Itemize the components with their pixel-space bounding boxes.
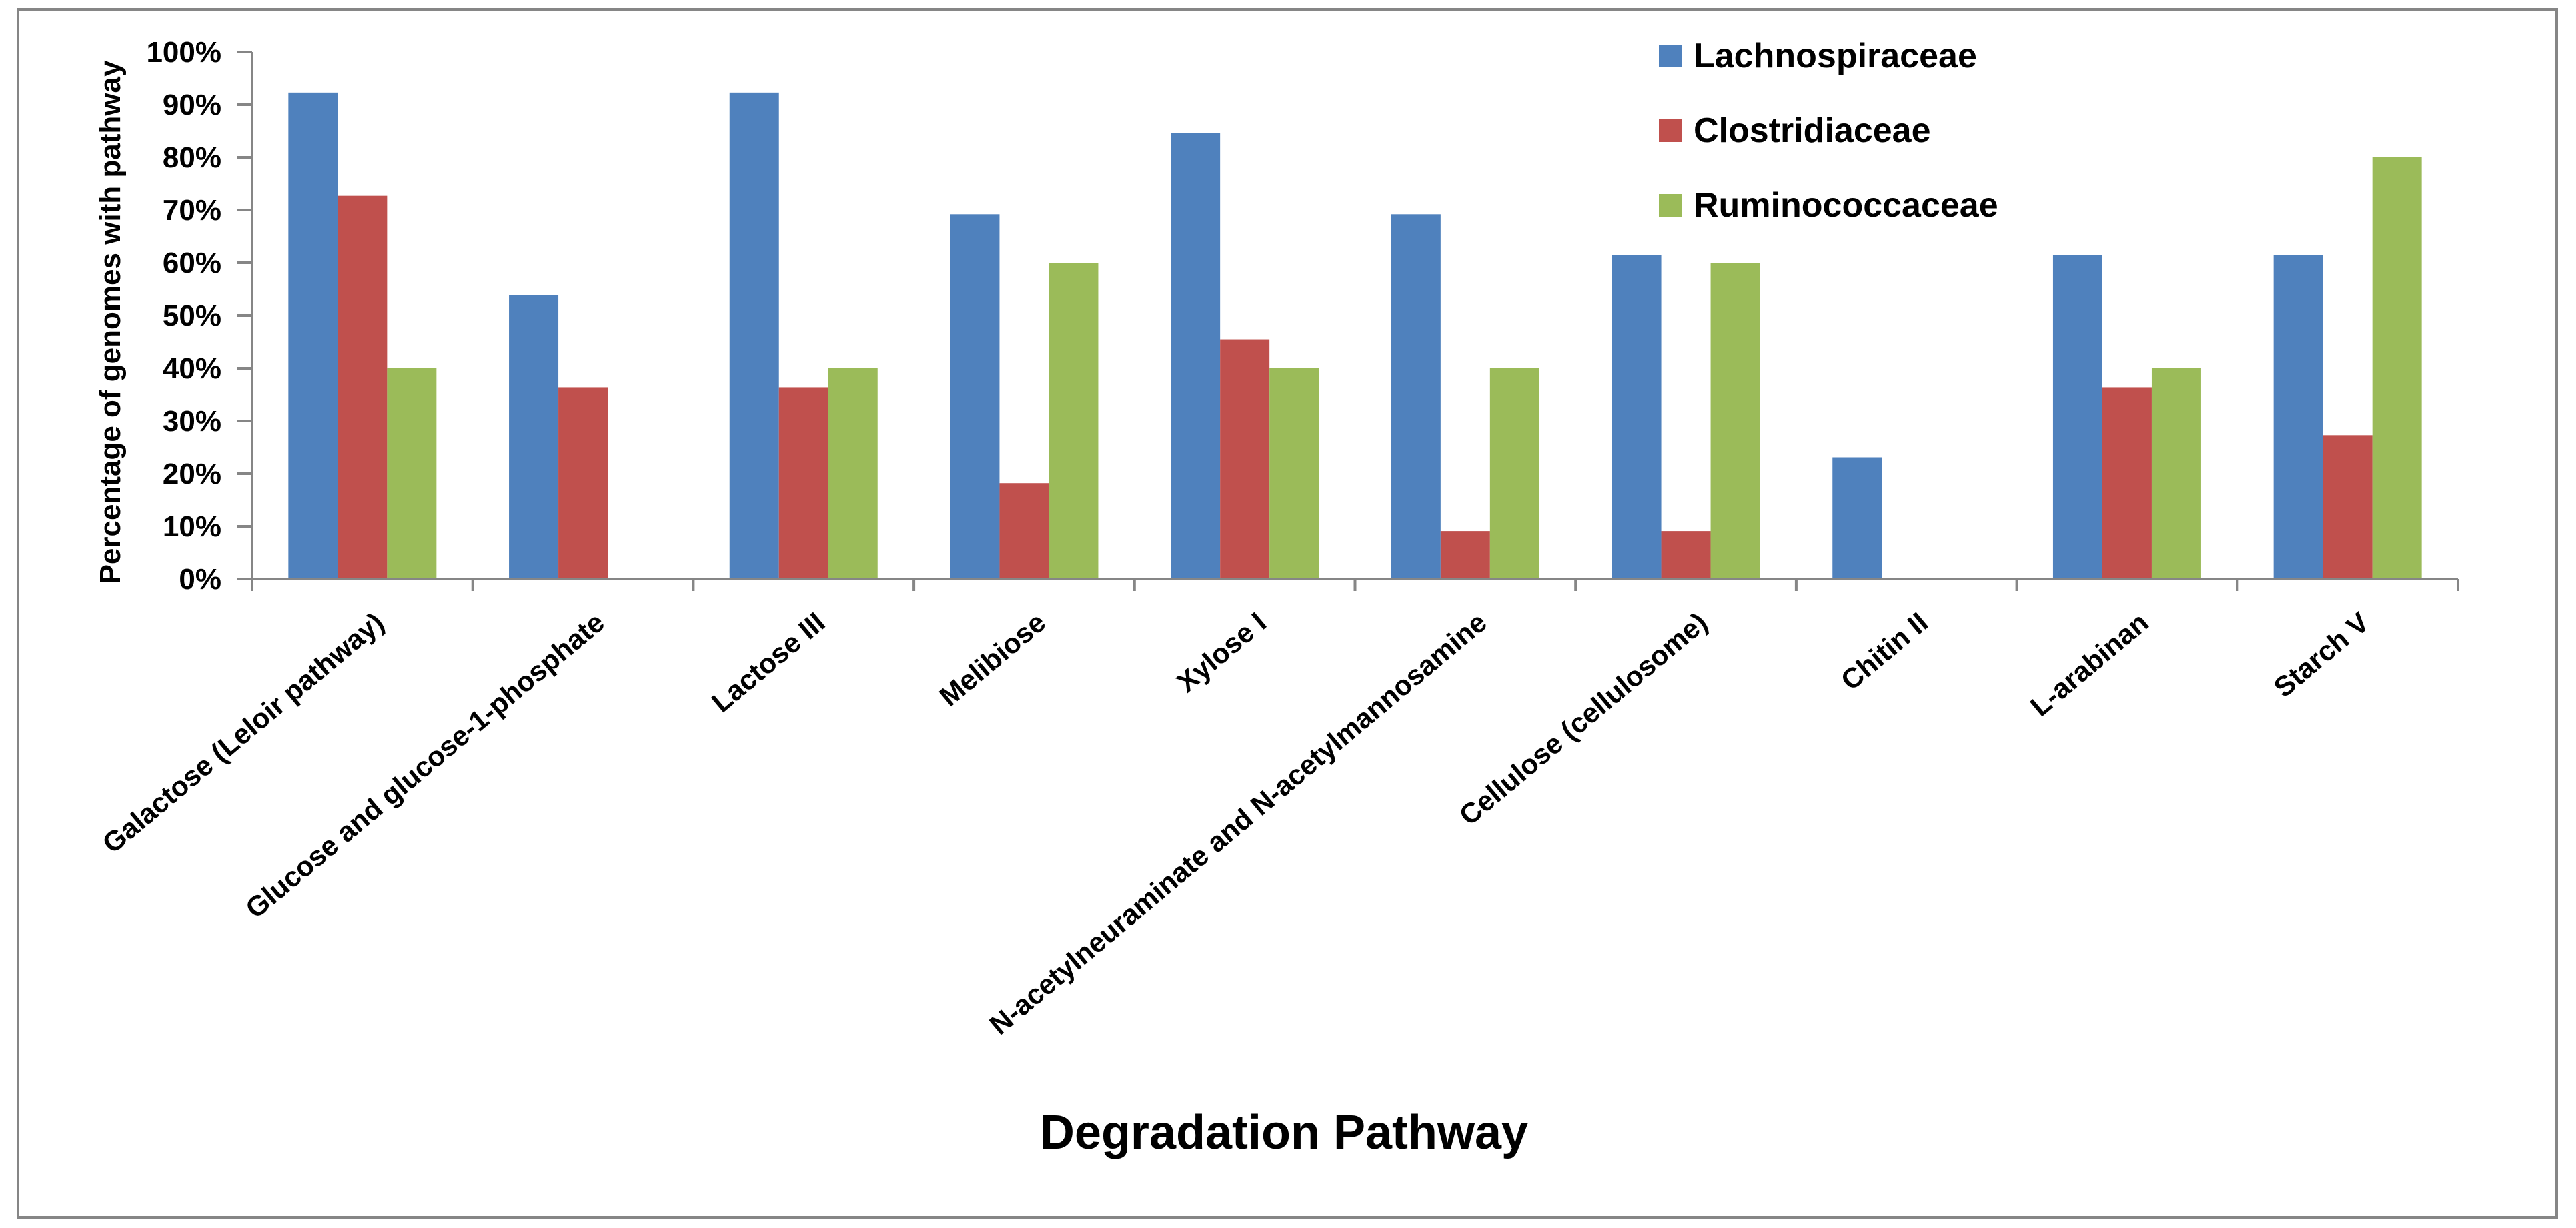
y-tick-label: 50% (163, 299, 221, 332)
bar-ruminococcaceae-0 (387, 368, 437, 579)
bar-ruminococcaceae-8 (2151, 368, 2201, 579)
bar-clostridiaceae-5 (1440, 531, 1490, 579)
bar-ruminococcaceae-6 (1710, 263, 1760, 579)
x-category-label: N-acetylneuraminate and N-acetylmannosam… (983, 606, 1492, 1041)
x-category-label: Starch V (2268, 606, 2375, 704)
bar-clostridiaceae-9 (2323, 435, 2373, 579)
bar-clostridiaceae-1 (558, 387, 608, 579)
x-ticks-layer: Galactose (Leloir pathway)Glucose and gl… (96, 579, 2459, 1041)
x-category-label: Cellulose (cellulosome) (1453, 606, 1714, 832)
x-category-label: Xylose I (1171, 606, 1272, 698)
x-category-label: L-arabinan (2024, 606, 2154, 722)
legend-swatch (1659, 45, 1682, 67)
bar-lachnospiraceae-7 (1832, 457, 1882, 579)
y-tick-label: 0% (179, 563, 221, 596)
bar-lachnospiraceae-2 (729, 92, 779, 579)
bar-clostridiaceae-8 (2102, 387, 2152, 579)
y-ticks-layer: 0% 10% 20% 30% 40% 50% 60% 70% 80% 90% 100% (146, 36, 252, 596)
bar-ruminococcaceae-3 (1049, 263, 1099, 579)
bar-lachnospiraceae-9 (2273, 255, 2323, 579)
bar-lachnospiraceae-0 (288, 92, 338, 579)
bar-lachnospiraceae-5 (1391, 214, 1441, 579)
bar-clostridiaceae-4 (1220, 339, 1270, 579)
chart-frame (17, 8, 2558, 1219)
bar-clostridiaceae-3 (999, 483, 1049, 579)
bar-clostridiaceae-0 (338, 195, 388, 579)
legend: Lachnospiraceae Clostridiaceae Ruminococca… (1659, 37, 1998, 225)
legend-label: Lachnospiraceae (1694, 37, 1977, 75)
bar-lachnospiraceae-8 (2052, 255, 2102, 579)
bar-clostridiaceae-6 (1661, 531, 1711, 579)
y-tick-label: 100% (146, 36, 221, 69)
legend-swatch (1659, 194, 1682, 217)
y-tick-label: 10% (163, 510, 221, 543)
bar-lachnospiraceae-1 (509, 295, 559, 579)
bar-lachnospiraceae-6 (1612, 255, 1662, 579)
bar-ruminococcaceae-4 (1269, 368, 1319, 579)
bars-layer (288, 92, 2422, 579)
legend-swatch (1659, 119, 1682, 142)
x-category-label: Lactose III (706, 606, 831, 718)
y-tick-label: 20% (163, 458, 221, 490)
y-tick-label: 80% (163, 141, 221, 174)
legend-label: Clostridiaceae (1694, 111, 1931, 150)
x-category-label: Chitin II (1835, 606, 1934, 696)
x-category-label: Glucose and glucose-1-phosphate (239, 606, 610, 925)
bar-ruminococcaceae-2 (828, 368, 878, 579)
bar-lachnospiraceae-4 (1171, 133, 1221, 579)
y-tick-label: 30% (163, 405, 221, 438)
y-tick-label: 60% (163, 247, 221, 279)
bar-ruminococcaceae-9 (2372, 157, 2422, 579)
x-category-label: Melibiose (933, 606, 1051, 712)
y-tick-label: 70% (163, 194, 221, 227)
bar-ruminococcaceae-5 (1489, 368, 1539, 579)
y-axis-title: Percentage of genomes with pathway (94, 60, 127, 584)
legend-label: Ruminococcaceae (1694, 186, 1998, 225)
y-tick-label: 40% (163, 352, 221, 385)
x-axis-title: Degradation Pathway (1040, 1106, 1528, 1159)
y-tick-label: 90% (163, 89, 221, 121)
bar-clostridiaceae-2 (778, 387, 828, 579)
bar-lachnospiraceae-3 (950, 214, 1000, 579)
